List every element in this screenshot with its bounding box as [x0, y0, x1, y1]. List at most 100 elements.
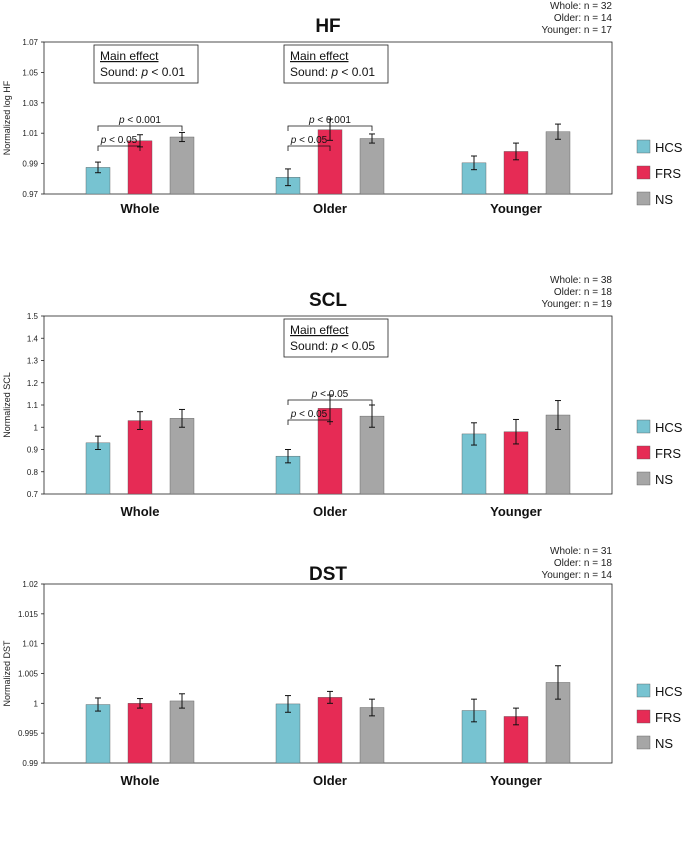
p-symbol: p: [290, 135, 297, 146]
significance-bracket: [287, 419, 331, 425]
legend-swatch-ns: [636, 735, 651, 750]
x-category-label: Whole: [121, 773, 160, 788]
sample-size-note: Older: n = 18: [554, 287, 613, 298]
sample-size-note: Whole: n = 31: [550, 546, 612, 557]
bar-ns-whole: [169, 418, 195, 495]
main-effect-prefix: Sound:: [290, 339, 331, 353]
main-effect-title: Main effect: [290, 49, 349, 63]
main-effect-prefix: Sound:: [100, 65, 141, 79]
bar-ns-older: [359, 415, 385, 495]
y-tick-label: 1.02: [22, 580, 38, 589]
main-effect-p-value: < 0.01: [148, 65, 185, 79]
legend-label: HCS: [655, 420, 683, 435]
y-tick-label: 1: [34, 699, 39, 708]
main-effect-box: [283, 318, 389, 358]
legend-label: NS: [655, 472, 673, 487]
p-symbol: p: [330, 65, 338, 79]
bar-ns-older: [359, 138, 385, 195]
p-symbol: p: [308, 115, 315, 126]
significance-p-value: < 0.05: [296, 135, 327, 146]
sample-size-note: Whole: n = 32: [550, 1, 612, 12]
sample-size-note: Whole: n = 38: [550, 275, 612, 286]
y-tick-label: 1.3: [27, 357, 39, 366]
y-tick-label: 1.07: [22, 38, 38, 47]
main-effect-p-value: < 0.05: [338, 339, 375, 353]
y-tick-label: 0.995: [18, 729, 39, 738]
chart-title: HF: [315, 16, 340, 37]
legend-swatch-frs: [636, 445, 651, 460]
y-tick-label: 0.7: [27, 490, 39, 499]
y-tick-label: 1.05: [22, 68, 38, 77]
significance-label: p < 0.001: [118, 115, 161, 126]
main-effect-p-value: < 0.01: [338, 65, 375, 79]
y-tick-label: 0.97: [22, 190, 38, 199]
legend-label: NS: [655, 736, 673, 751]
main-effect-result: Sound: p < 0.01: [100, 65, 185, 79]
y-tick-label: 1.2: [27, 379, 39, 388]
p-symbol: p: [330, 339, 338, 353]
y-tick-label: 0.99: [22, 759, 38, 768]
bar-hcs-older: [275, 703, 301, 764]
bar-hcs-whole: [85, 442, 111, 495]
significance-label: p < 0.05: [100, 135, 138, 146]
y-tick-label: 0.9: [27, 446, 39, 455]
significance-label: p < 0.001: [308, 115, 351, 126]
significance-p-value: < 0.05: [296, 409, 327, 420]
y-tick-label: 1.4: [27, 334, 39, 343]
x-category-label: Whole: [121, 201, 160, 216]
p-symbol: p: [100, 135, 107, 146]
significance-bracket: [97, 145, 141, 151]
significance-p-value: < 0.001: [125, 115, 162, 126]
significance-p-value: < 0.05: [106, 135, 137, 146]
main-effect-title: Main effect: [290, 323, 349, 337]
y-axis-label: Normalized DST: [2, 640, 12, 707]
significance-bracket: [97, 125, 183, 131]
main-effect-box: [283, 44, 389, 84]
y-tick-label: 1.1: [27, 401, 39, 410]
y-tick-label: 1.005: [18, 670, 39, 679]
x-category-label: Younger: [490, 504, 542, 519]
main-effect-title: Main effect: [100, 49, 159, 63]
main-effect-prefix: Sound:: [290, 65, 331, 79]
significance-p-value: < 0.05: [317, 389, 348, 400]
significance-bracket: [287, 125, 373, 131]
bar-ns-whole: [169, 136, 195, 195]
y-tick-label: 1.01: [22, 129, 38, 138]
y-tick-label: 1.5: [27, 312, 39, 321]
legend-swatch-ns: [636, 191, 651, 206]
legend-swatch-hcs: [636, 139, 651, 154]
y-tick-label: 1.03: [22, 99, 38, 108]
legend-swatch-frs: [636, 165, 651, 180]
p-symbol: p: [290, 409, 297, 420]
legend-swatch-frs: [636, 709, 651, 724]
significance-bracket: [287, 399, 373, 405]
significance-bracket: [287, 145, 331, 151]
sample-size-note: Younger: n = 17: [541, 25, 612, 36]
significance-p-value: < 0.001: [315, 115, 352, 126]
p-symbol: p: [118, 115, 125, 126]
y-tick-label: 0.8: [27, 468, 39, 477]
legend-label: FRS: [655, 710, 681, 725]
x-category-label: Older: [313, 773, 347, 788]
legend-label: NS: [655, 192, 673, 207]
legend-label: FRS: [655, 166, 681, 181]
p-symbol: p: [140, 65, 148, 79]
main-effect-result: Sound: p < 0.05: [290, 339, 375, 353]
legend-label: FRS: [655, 446, 681, 461]
x-category-label: Older: [313, 504, 347, 519]
bar-ns-older: [359, 707, 385, 764]
x-category-label: Younger: [490, 773, 542, 788]
bar-ns-whole: [169, 700, 195, 764]
legend-label: HCS: [655, 140, 683, 155]
bar-frs-whole: [127, 420, 153, 495]
x-category-label: Younger: [490, 201, 542, 216]
significance-label: p < 0.05: [290, 409, 328, 420]
sample-size-note: Younger: n = 19: [541, 299, 612, 310]
significance-label: p < 0.05: [311, 389, 349, 400]
significance-label: p < 0.05: [290, 135, 328, 146]
legend-label: HCS: [655, 684, 683, 699]
